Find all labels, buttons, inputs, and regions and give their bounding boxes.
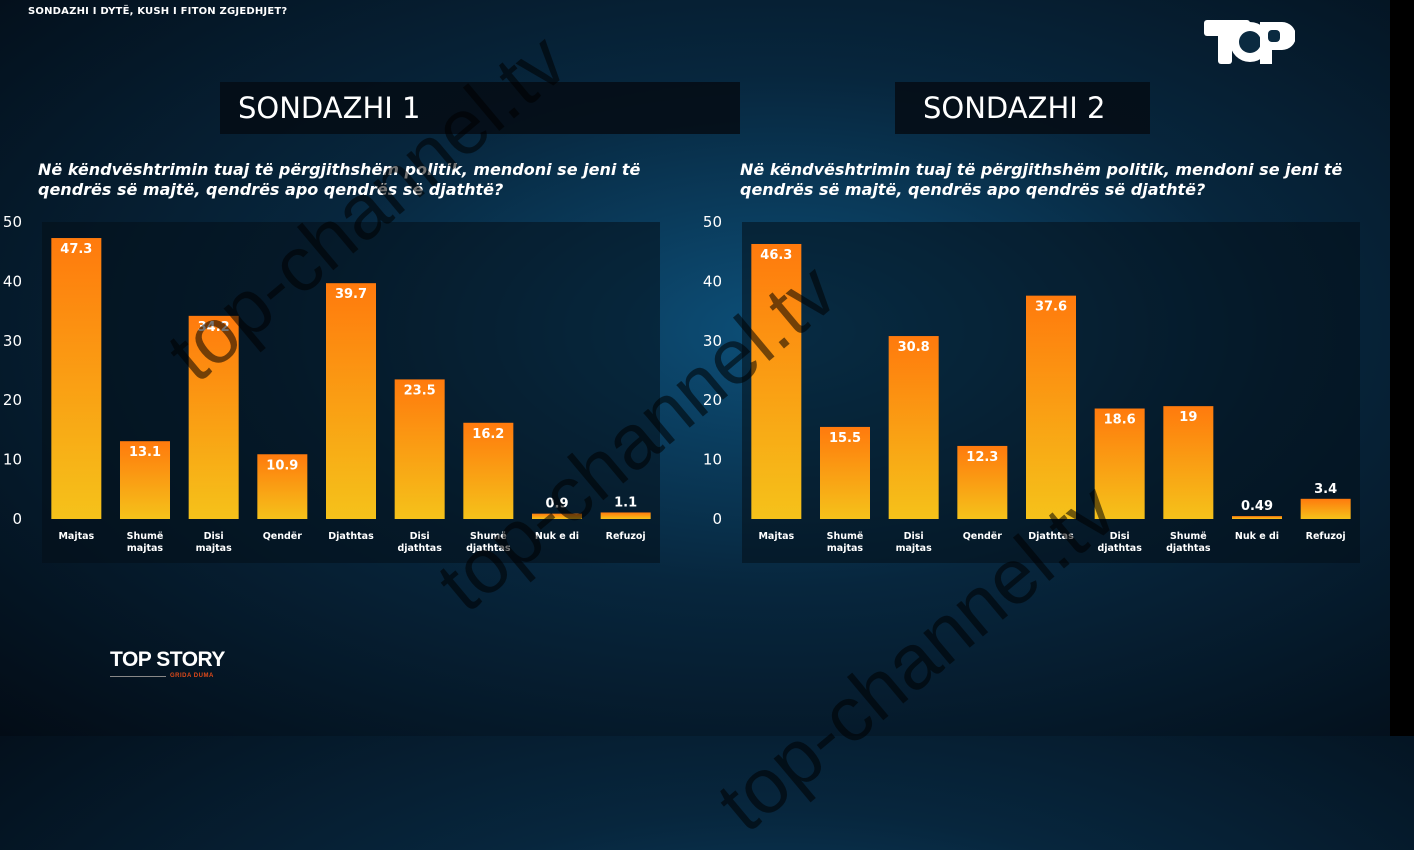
bar-value-label: 18.6 <box>1104 413 1136 428</box>
bar <box>600 512 651 519</box>
headline: SONDAZHI I DYTË, KUSH I FITON ZGJEDHJET? <box>28 6 288 17</box>
bar <box>394 379 445 519</box>
bar-value-label: 37.6 <box>1035 300 1067 315</box>
bar-value-label: 0.49 <box>1241 499 1273 514</box>
x-category-label: Qendër <box>963 531 1003 542</box>
bar <box>51 238 102 519</box>
y-tick-label: 50 <box>703 213 722 231</box>
x-category-label: Shumë majtas <box>127 531 164 554</box>
y-tick-label: 50 <box>3 213 22 231</box>
bar-value-label: 23.5 <box>404 383 436 398</box>
x-category-label: Majtas <box>758 531 794 542</box>
bar-value-label: 30.8 <box>898 340 930 355</box>
x-category-label: Nuk e di <box>1235 531 1279 542</box>
y-tick-label: 40 <box>3 272 22 290</box>
bar <box>820 426 870 519</box>
bar-value-label: 39.7 <box>335 287 367 302</box>
bar <box>1163 406 1214 519</box>
bar <box>1094 408 1145 519</box>
right-edge-bar <box>1390 0 1414 736</box>
bar <box>751 243 802 519</box>
x-category-label: Refuzoj <box>606 531 646 542</box>
bar-value-label: 3.4 <box>1314 482 1337 497</box>
y-tick-label: 20 <box>703 391 722 409</box>
x-category-label: Djathtas <box>328 531 374 542</box>
x-category-label: Qendër <box>263 531 303 542</box>
x-category-label: Shumë djathtas <box>1166 531 1211 554</box>
bar-value-label: 10.9 <box>266 458 298 473</box>
x-category-label: Refuzoj <box>1306 531 1346 542</box>
bar-value-label: 13.1 <box>129 445 161 460</box>
bar <box>120 441 170 519</box>
poll-1-bar-chart: 0 10 20 30 40 50 47.3 Majtas 13.1 Shumë majtas 34.2… <box>3 213 660 563</box>
poll-2-header: SONDAZHI 2 <box>895 82 1150 134</box>
poll-1-header: SONDAZHI 1 <box>220 82 740 134</box>
bar-value-label: 16.2 <box>472 427 504 442</box>
poll-2-bar-chart: 0 10 20 30 40 50 46.3 Majtas 15.5 Shumë majtas 30.8… <box>703 213 1360 563</box>
bar-value-label: 15.5 <box>829 431 861 446</box>
poll-1-question: Në këndvështrimin tuaj të përgjithshëm p… <box>38 160 641 199</box>
brand-logo: TOP STORY <box>110 648 225 671</box>
bar <box>326 283 376 519</box>
x-category-label: Shumë djathtas <box>466 531 511 554</box>
y-tick-label: 30 <box>703 332 722 350</box>
bar-value-label: 0.9 <box>545 497 568 512</box>
bar-value-label: 19 <box>1179 410 1197 425</box>
bar <box>957 445 1008 519</box>
y-tick-label: 20 <box>3 391 22 409</box>
x-category-label: Disi djathtas <box>1097 531 1142 554</box>
y-tick-label: 0 <box>12 510 22 528</box>
bar <box>1300 498 1351 519</box>
x-category-label: Shumë majtas <box>827 531 864 554</box>
x-category-label: Majtas <box>58 531 94 542</box>
bar <box>1232 516 1282 519</box>
y-tick-label: 10 <box>3 451 22 469</box>
y-tick-label: 30 <box>3 332 22 350</box>
bar-value-label: 47.3 <box>60 242 92 257</box>
x-category-label: Nuk e di <box>535 531 579 542</box>
x-category-label: Disi majtas <box>196 531 233 554</box>
bar <box>463 422 514 519</box>
x-category-label: Djathtas <box>1028 531 1074 542</box>
bar <box>1026 295 1076 519</box>
bar-value-label: 34.2 <box>198 320 230 335</box>
poll-2-question: Në këndvështrimin tuaj të përgjithshëm p… <box>740 160 1343 199</box>
x-category-label: Disi djathtas <box>397 531 442 554</box>
brand-divider <box>110 676 166 677</box>
bar <box>188 315 239 519</box>
bar <box>532 513 582 519</box>
x-category-label: Disi majtas <box>896 531 933 554</box>
bar <box>257 454 308 519</box>
y-tick-label: 10 <box>703 451 722 469</box>
top-channel-logo-icon <box>1204 20 1295 64</box>
bar-value-label: 46.3 <box>760 248 792 263</box>
bar <box>888 336 939 519</box>
bar-value-label: 12.3 <box>966 450 998 465</box>
y-tick-label: 0 <box>712 510 722 528</box>
brand-subtitle: GRIDA DUMA <box>170 673 214 679</box>
y-tick-label: 40 <box>703 272 722 290</box>
bar-value-label: 1.1 <box>614 495 637 510</box>
